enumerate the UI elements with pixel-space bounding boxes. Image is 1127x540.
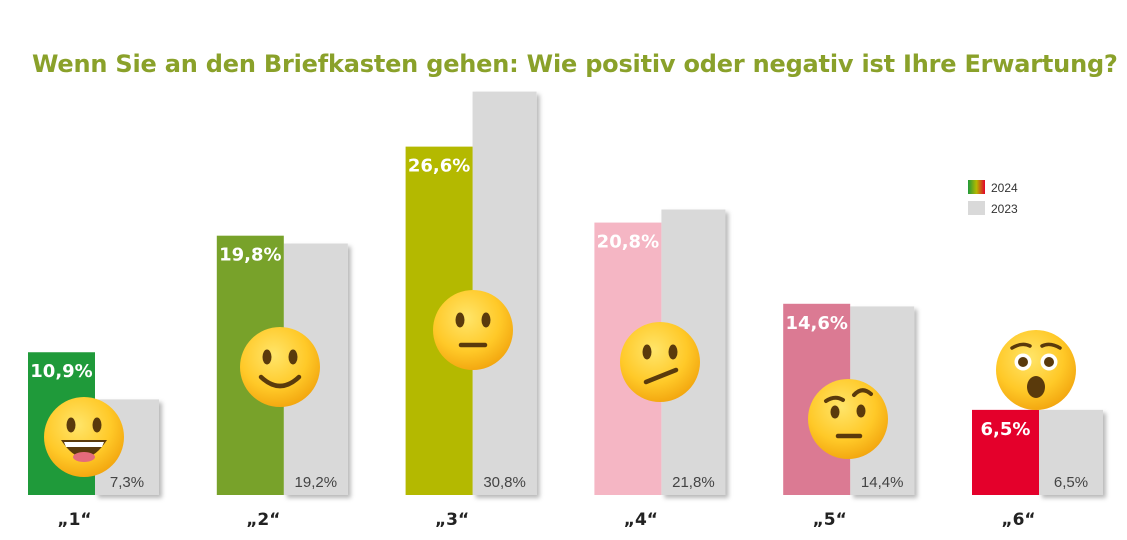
confused-face-icon: [620, 322, 700, 402]
label-2024-6: 6,5%: [981, 419, 1031, 440]
category-label-6: „6“: [1001, 510, 1035, 530]
chart-title: Wenn Sie an den Briefkasten gehen: Wie p…: [32, 50, 1118, 78]
label-2023-4: 21,8%: [672, 474, 715, 491]
legend-swatch-2023: [968, 201, 985, 215]
bar-2023-6: [1039, 409, 1103, 495]
label-2023-2: 19,2%: [295, 474, 338, 491]
label-2023-6: 6,5%: [1054, 474, 1088, 491]
category-label-1: „1“: [57, 510, 91, 530]
category-label-4: „4“: [624, 510, 658, 530]
bar-2024-6: [972, 409, 1039, 495]
label-2023-5: 14,4%: [861, 474, 904, 491]
grinning-face-icon: [44, 397, 124, 477]
emoji-layer: [44, 290, 1076, 477]
category-labels: „1“ „2“ „3“ „4“ „5“ „6“: [57, 510, 1035, 530]
neutral-face-icon: [433, 290, 513, 370]
label-2024-2: 19,8%: [219, 245, 281, 266]
label-2023-3: 30,8%: [483, 474, 526, 491]
label-2024-1: 10,9%: [30, 361, 92, 382]
slightly-smiling-face-icon: [240, 327, 320, 407]
legend: 2024 2023: [968, 180, 1018, 216]
label-2023-1: 7,3%: [110, 474, 144, 491]
label-2024-3: 26,6%: [408, 156, 470, 177]
legend-label-2024: 2024: [991, 181, 1018, 195]
category-label-2: „2“: [246, 510, 280, 530]
category-label-3: „3“: [435, 510, 469, 530]
series-2024: [28, 146, 1039, 496]
data-labels: 10,9% 7,3% 19,8% 19,2% 26,6% 30,8% 20,8% 21,8% 1…: [30, 156, 1088, 491]
legend-label-2023: 2023: [991, 202, 1018, 216]
raised-eyebrow-face-icon: [808, 379, 888, 459]
legend-swatch-2024: [968, 180, 985, 194]
label-2024-5: 14,6%: [785, 313, 847, 334]
label-2024-4: 20,8%: [597, 232, 659, 253]
astonished-face-icon: [996, 330, 1076, 410]
category-label-5: „5“: [813, 510, 847, 530]
